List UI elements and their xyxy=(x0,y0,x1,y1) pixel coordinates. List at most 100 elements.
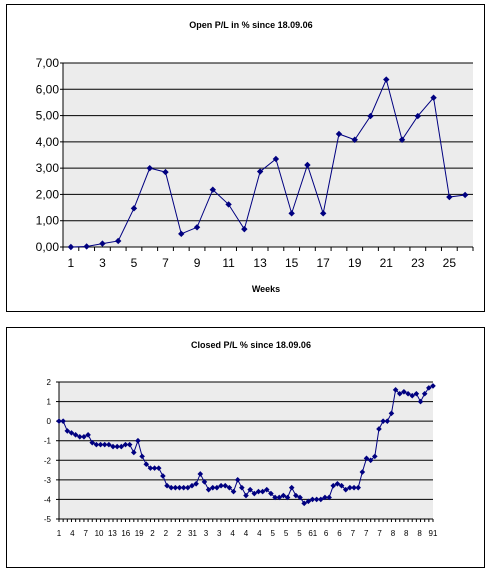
data-point xyxy=(143,461,150,467)
data-point xyxy=(180,484,187,491)
data-point xyxy=(297,494,303,501)
data-point xyxy=(359,469,366,475)
x-tick-label: 4 xyxy=(70,529,75,538)
data-point xyxy=(97,441,104,448)
data-point xyxy=(225,201,232,208)
data-point xyxy=(430,94,437,101)
data-point xyxy=(272,494,278,501)
x-tick-label: 19 xyxy=(135,529,144,538)
data-point xyxy=(99,240,106,247)
x-tick-label: 5 xyxy=(297,529,302,538)
data-point xyxy=(189,482,195,489)
x-tick-label: 25 xyxy=(443,256,457,270)
plot-area xyxy=(63,63,473,247)
data-point xyxy=(383,76,390,83)
y-tick-label: 3,00 xyxy=(36,161,60,175)
data-point xyxy=(201,479,208,485)
data-point xyxy=(209,186,217,193)
data-point xyxy=(106,441,112,448)
x-tick-label: 4 xyxy=(244,529,249,538)
data-point xyxy=(172,484,179,491)
data-point xyxy=(351,484,357,491)
data-point xyxy=(255,488,262,495)
data-point xyxy=(309,496,316,503)
x-tick-label: 23 xyxy=(411,256,425,270)
x-tick-label: 8 xyxy=(404,529,409,538)
data-point xyxy=(222,482,229,489)
x-tick-label: 2 xyxy=(164,529,169,538)
data-point xyxy=(372,453,378,460)
data-point xyxy=(398,136,406,143)
data-point xyxy=(164,482,170,489)
data-point xyxy=(380,418,386,424)
data-point xyxy=(197,471,204,477)
data-point xyxy=(83,243,90,250)
data-point xyxy=(139,453,145,460)
x-tick-label: 3 xyxy=(99,256,106,270)
data-point xyxy=(342,486,349,493)
y-tick-label: 0 xyxy=(47,417,52,426)
x-tick-label: 61 xyxy=(308,529,317,538)
data-point xyxy=(218,482,224,489)
y-tick-label: 1,00 xyxy=(36,214,60,228)
data-point xyxy=(151,465,158,471)
closed-pl-chart-panel: Closed P/L % since 18.09.06 2 1 0 -1 -2 -3 -4-… xyxy=(6,327,485,568)
data-point xyxy=(338,482,345,489)
y-tick-label: 1 xyxy=(47,398,52,407)
data-point xyxy=(301,500,307,507)
data-point xyxy=(313,496,320,503)
closed-pl-chart: Closed P/L % since 18.09.06 210-1-2-3-4-… xyxy=(44,340,438,538)
data-point xyxy=(68,430,75,436)
data-point xyxy=(214,484,220,491)
y-tick-label: 4,00 xyxy=(36,135,60,149)
data-point xyxy=(259,488,266,495)
x-tick-label: 2 xyxy=(177,529,182,538)
series-line xyxy=(70,78,466,248)
data-point xyxy=(284,494,291,501)
data-point xyxy=(376,426,382,432)
x-tick-label: 10 xyxy=(95,529,104,538)
x-tick-label: 7 xyxy=(351,529,356,538)
data-point xyxy=(85,432,91,438)
x-tick-label: 13 xyxy=(253,256,267,270)
data-point xyxy=(251,490,258,497)
data-point xyxy=(276,494,283,501)
data-point xyxy=(155,465,162,471)
data-point xyxy=(147,465,154,471)
data-point xyxy=(347,484,353,491)
data-point xyxy=(209,484,216,491)
plot-area xyxy=(59,382,433,519)
data-point xyxy=(319,210,327,217)
x-tick-label: 13 xyxy=(108,529,117,538)
data-point xyxy=(461,191,469,199)
data-point xyxy=(293,492,299,499)
data-point xyxy=(101,441,108,448)
data-point xyxy=(226,484,233,491)
data-point xyxy=(135,437,141,444)
data-point xyxy=(241,225,248,233)
x-tick-label: 7 xyxy=(377,529,382,538)
data-point xyxy=(72,432,79,438)
data-point xyxy=(405,390,411,397)
data-point xyxy=(335,130,343,138)
data-point xyxy=(176,484,183,491)
y-tick-label: 2,00 xyxy=(36,187,60,201)
chart-title: Open P/L in % since 18.09.06 xyxy=(189,20,312,30)
x-tick-label: 3 xyxy=(217,529,222,538)
x-tick-label: 6 xyxy=(324,529,329,538)
data-point xyxy=(168,484,174,491)
data-point xyxy=(426,385,432,391)
y-tick-label: -5 xyxy=(44,515,52,524)
data-point xyxy=(367,112,374,120)
data-point xyxy=(318,496,324,503)
x-tick-label: 4 xyxy=(257,529,262,538)
data-point xyxy=(230,488,237,495)
data-point xyxy=(193,480,199,487)
data-point xyxy=(326,494,332,501)
x-tick-label: 1 xyxy=(68,256,75,270)
data-point xyxy=(64,428,71,434)
x-axis-label: Weeks xyxy=(252,284,280,294)
data-point xyxy=(239,484,245,491)
y-tick-label: 7,00 xyxy=(36,56,60,70)
y-tick-label: 0,00 xyxy=(36,240,60,254)
